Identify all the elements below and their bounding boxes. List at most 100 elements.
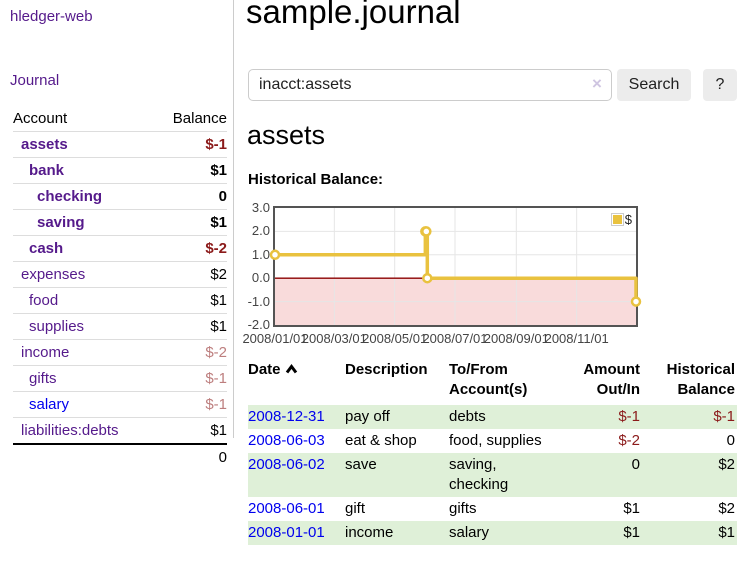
account-row: cash $-2 <box>13 235 227 262</box>
account-balance: $-1 <box>154 131 227 158</box>
x-axis-tick-label: 2008/01/01 <box>242 331 308 346</box>
account-link[interactable]: gifts <box>29 370 57 387</box>
account-link[interactable]: expenses <box>21 266 86 283</box>
account-link[interactable]: assets <box>21 136 68 153</box>
transaction-balance: $2 <box>718 500 735 517</box>
account-balance: $1 <box>154 157 227 184</box>
account-row: supplies $1 <box>13 313 227 340</box>
account-row: assets $-1 <box>13 131 227 158</box>
account-row: saving $1 <box>13 209 227 236</box>
account-balance: $1 <box>154 287 227 314</box>
transaction-balance: $1 <box>718 524 735 541</box>
search-button[interactable]: Search <box>617 69 691 101</box>
transaction-amount: $-2 <box>618 432 640 449</box>
accounts-total-spacer <box>13 443 155 470</box>
y-axis-tick-label: 3.0 <box>251 200 270 215</box>
brand-link[interactable]: hledger-web <box>10 8 93 25</box>
sidebar: hledger-web Journal Account Balance asse… <box>0 0 234 470</box>
accounts-column-header: To/From Account(s) <box>449 361 528 398</box>
main-content: sample.journal × Search ? assets Histori… <box>242 0 742 582</box>
x-axis-tick-label: 2008/09/01 <box>483 331 549 346</box>
chart-legend: $ <box>610 212 632 227</box>
account-row: expenses $2 <box>13 261 227 288</box>
transaction-description: income <box>345 524 394 541</box>
account-balance: $1 <box>154 209 227 236</box>
account-balance: $1 <box>154 417 227 445</box>
legend-swatch-icon <box>610 213 624 226</box>
register-table: Date Description To/From Account(s) Amou… <box>248 360 737 545</box>
chart-plot-area: $ <box>269 206 642 327</box>
transaction-date-link[interactable]: 2008-01-01 <box>248 524 325 541</box>
transaction-description: pay off <box>345 408 390 425</box>
account-balance: $-2 <box>154 339 227 366</box>
help-button[interactable]: ? <box>703 69 737 101</box>
sidebar-item-journal[interactable]: Journal <box>10 72 60 89</box>
transaction-balance: 0 <box>726 432 735 449</box>
account-link[interactable]: bank <box>29 162 65 179</box>
clear-search-icon[interactable]: × <box>592 74 602 93</box>
transaction-date-link[interactable]: 2008-12-31 <box>248 408 325 425</box>
register-row: 2008-01-01 income salary $1 $1 <box>248 521 737 545</box>
chart-title: Historical Balance: <box>248 171 384 188</box>
transaction-amount: $-1 <box>618 408 640 425</box>
register-row: 2008-12-31 pay off debts $-1 $-1 <box>248 405 737 429</box>
register-row: 2008-06-02 save saving, checking 0 $2 <box>248 453 737 497</box>
account-row: gifts $-1 <box>13 365 227 392</box>
transaction-amount: $1 <box>623 524 640 541</box>
account-balance: $1 <box>154 313 227 340</box>
accounts-total-value: 0 <box>154 443 227 470</box>
account-row: food $1 <box>13 287 227 314</box>
account-link[interactable]: supplies <box>29 318 85 335</box>
transaction-accounts: gifts <box>449 500 477 517</box>
chart-series-svg <box>269 208 642 325</box>
transaction-date-link[interactable]: 2008-06-01 <box>248 500 325 517</box>
y-axis-tick-label: 2.0 <box>251 223 270 239</box>
account-link[interactable]: food <box>29 292 59 309</box>
date-column-header: Date <box>248 360 345 405</box>
legend-label: $ <box>624 212 632 227</box>
account-balance: $2 <box>154 261 227 288</box>
transaction-accounts: salary <box>449 524 490 541</box>
account-link[interactable]: cash <box>29 240 64 257</box>
y-axis-tick-label: -2.0 <box>247 317 270 332</box>
account-balance: $-2 <box>154 235 227 262</box>
account-row: checking 0 <box>13 183 227 210</box>
y-axis-tick-label: 1.0 <box>251 246 270 262</box>
transaction-description: save <box>345 456 377 473</box>
balance-column-header: Balance <box>154 106 227 132</box>
x-axis-tick-label: 2008/03/01 <box>301 331 367 346</box>
transaction-accounts: saving, checking <box>449 456 509 493</box>
transaction-accounts: debts <box>449 408 486 425</box>
transaction-description: eat & shop <box>345 432 417 449</box>
account-row: liabilities:debts $1 <box>13 417 227 445</box>
x-axis-tick-label: 2008/05/01 <box>362 331 428 346</box>
transaction-description: gift <box>345 500 366 517</box>
account-link[interactable]: liabilities:debts <box>21 422 119 439</box>
transaction-accounts: food, supplies <box>449 432 542 449</box>
account-link[interactable]: salary <box>29 396 70 413</box>
accounts-total-row: 0 <box>13 443 227 470</box>
x-axis-tick-label: 2008/07/01 <box>422 331 488 346</box>
account-heading: assets <box>247 120 326 150</box>
transaction-date-link[interactable]: 2008-06-03 <box>248 432 325 449</box>
transaction-balance: $-1 <box>713 408 735 425</box>
transaction-amount: 0 <box>631 456 640 473</box>
x-axis-tick-label: 2008/11/01 <box>544 331 609 346</box>
account-link[interactable]: income <box>21 344 70 361</box>
register-row: 2008-06-03 eat & shop food, supplies $-2 0 <box>248 429 737 453</box>
description-column-header: Description <box>345 361 428 378</box>
accounts-table: Account Balance assets $-1 bank $1 checking 0… <box>13 106 227 470</box>
account-link[interactable]: saving <box>37 214 85 231</box>
y-axis-tick-label: 0.0 <box>251 270 270 286</box>
account-balance: $-1 <box>154 365 227 392</box>
account-balance: 0 <box>154 183 227 210</box>
transaction-date-link[interactable]: 2008-06-02 <box>248 456 325 473</box>
amount-column-header: Amount Out/In <box>583 361 640 398</box>
account-link[interactable]: checking <box>37 188 103 205</box>
y-axis-tick-label: -1.0 <box>247 293 270 309</box>
register-row: 2008-06-01 gift gifts $1 $2 <box>248 497 737 521</box>
account-row: salary $-1 <box>13 391 227 418</box>
search-input[interactable] <box>248 69 612 101</box>
sort-ascending-icon <box>285 361 298 381</box>
balance-column-header: Historical Balance <box>666 361 735 398</box>
